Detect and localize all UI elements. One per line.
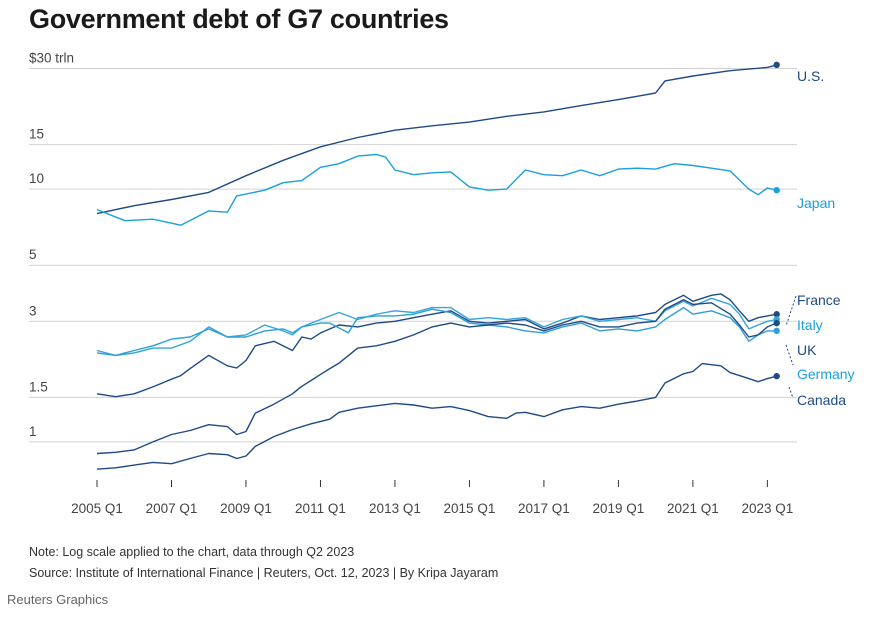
series-label-italy: Italy — [797, 317, 823, 333]
series-label-germany: Germany — [797, 366, 855, 382]
x-tick-label: 2007 Q1 — [146, 501, 198, 516]
end-dot-japan — [773, 187, 780, 194]
series-line-germany — [96, 299, 777, 455]
x-tick-label: 2021 Q1 — [667, 501, 719, 516]
series-label-japan: Japan — [797, 195, 835, 211]
y-tick-label: 15 — [29, 127, 44, 142]
debt-line-chart: $30 trln 15 10 5 3 1.5 1 2005 Q1 2007 Q1 2009 Q1… — [29, 50, 855, 516]
end-dot-us — [773, 61, 780, 69]
chart-source: Source: Institute of International Finan… — [29, 566, 499, 580]
leader-line-canada — [788, 386, 794, 399]
x-tick-label: 2005 Q1 — [71, 501, 123, 516]
series-line-france — [96, 293, 777, 398]
y-tick-label: 5 — [29, 247, 37, 262]
series-line-japan — [96, 153, 777, 226]
series-label-uk: UK — [797, 342, 817, 358]
end-dot-france — [773, 311, 780, 318]
y-tick-label: $30 trln — [29, 50, 74, 65]
x-tick-label: 2019 Q1 — [593, 501, 645, 516]
x-tick-label: 2017 Q1 — [518, 501, 570, 516]
x-tick-label: 2015 Q1 — [444, 501, 496, 516]
series-labels: U.S. Japan France Italy UK Germany Canada — [785, 68, 855, 408]
series-line-canada — [96, 362, 777, 470]
end-dot-canada — [773, 372, 780, 380]
series-lines — [96, 61, 780, 470]
grid-lines — [29, 67, 797, 443]
series-line-italy — [96, 297, 777, 357]
x-tick-label: 2009 Q1 — [220, 501, 272, 516]
y-axis-ticks: $30 trln 15 10 5 3 1.5 1 — [29, 50, 74, 438]
leader-line-france — [785, 295, 797, 327]
chart-note: Note: Log scale applied to the chart, da… — [29, 545, 355, 559]
x-axis: 2005 Q1 2007 Q1 2009 Q1 2011 Q1 2013 Q1 2015 … — [71, 480, 793, 516]
series-label-canada: Canada — [797, 392, 846, 408]
end-dot-germany — [773, 319, 780, 327]
y-tick-label: 3 — [29, 303, 37, 318]
series-label-france: France — [797, 292, 841, 308]
series-label-us: U.S. — [797, 68, 824, 84]
y-tick-label: 1.5 — [29, 379, 48, 394]
publisher-credit: Reuters Graphics — [7, 592, 109, 607]
x-tick-label: 2023 Q1 — [741, 501, 793, 516]
y-tick-label: 10 — [29, 171, 44, 186]
series-line-us — [96, 64, 777, 215]
x-tick-label: 2011 Q1 — [295, 501, 346, 516]
leader-line-germany — [785, 344, 794, 366]
y-tick-label: 1 — [29, 424, 37, 439]
series-line-uk — [96, 306, 777, 357]
chart-title: Government debt of G7 countries — [29, 4, 449, 34]
x-tick-label: 2013 Q1 — [369, 501, 421, 516]
end-dot-uk — [773, 327, 780, 335]
